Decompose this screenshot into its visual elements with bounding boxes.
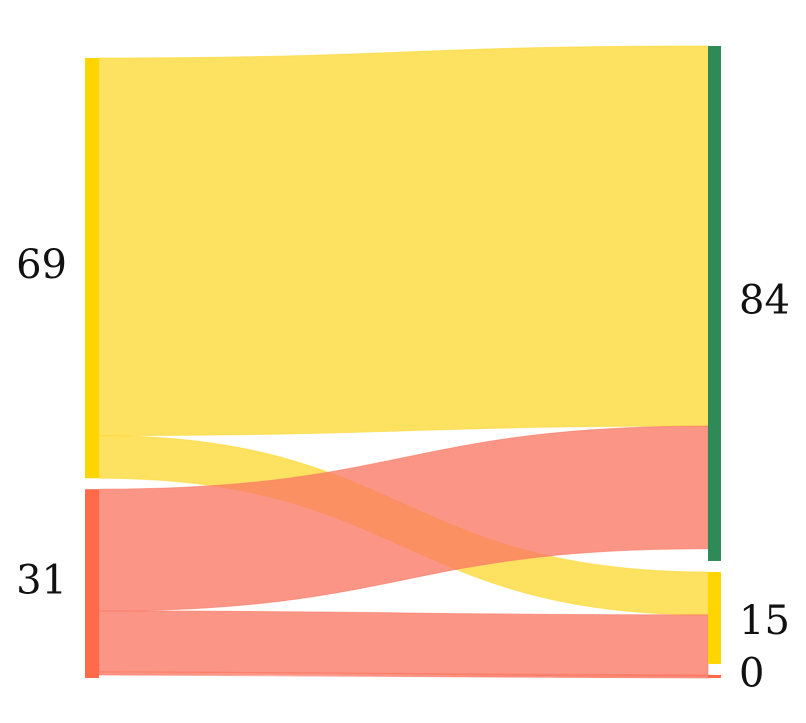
sankey-link-1-1 bbox=[98, 610, 709, 677]
target-node-label-0: 84 bbox=[739, 277, 790, 323]
links-group bbox=[98, 45, 709, 679]
source-node-label-1: 31 bbox=[16, 558, 67, 604]
nodes-group bbox=[85, 46, 721, 678]
target-node-0 bbox=[708, 46, 721, 561]
target-node-1 bbox=[708, 571, 721, 664]
source-node-label-0: 69 bbox=[16, 242, 67, 288]
source-node-1 bbox=[85, 489, 99, 678]
target-node-label-1: 15 bbox=[739, 598, 790, 644]
labels-group: 69 31 84 15 0 bbox=[16, 242, 790, 696]
source-node-0 bbox=[85, 58, 99, 479]
sankey-link-0-0 bbox=[98, 45, 709, 437]
target-node-2 bbox=[708, 674, 721, 678]
target-node-label-2: 0 bbox=[739, 650, 764, 696]
